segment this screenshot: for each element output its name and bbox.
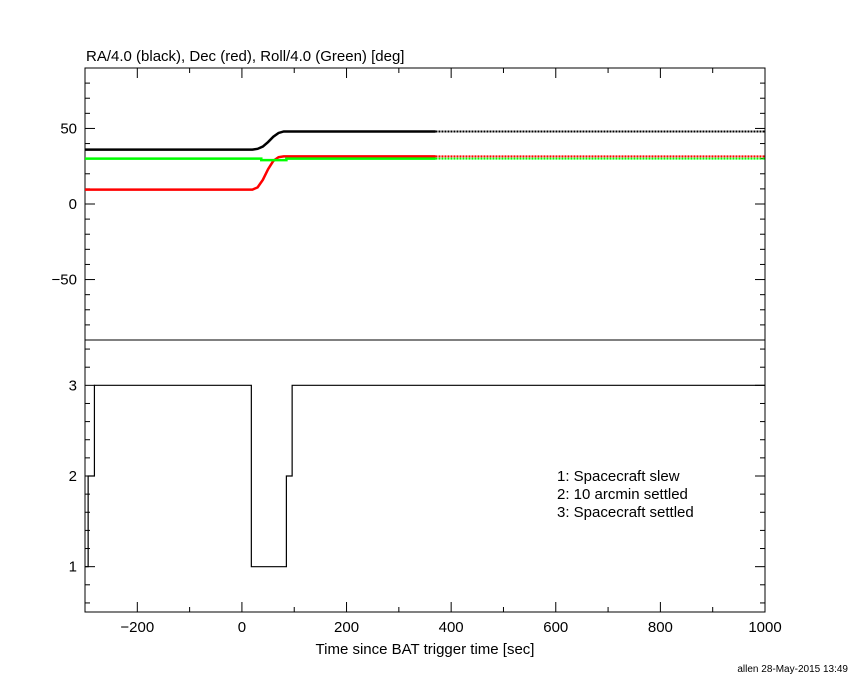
x-tick-label: 0: [238, 619, 246, 636]
x-tick-label: 400: [439, 619, 464, 636]
x-tick-label: 800: [648, 619, 673, 636]
y-tick-label: 50: [60, 120, 77, 137]
y-tick-label: 0: [69, 196, 77, 213]
x-tick-label: 200: [334, 619, 359, 636]
attitude-panel: 50 0 −50: [52, 67, 766, 341]
legend-note-3: 3: Spacecraft settled: [557, 504, 694, 521]
series-line-0: [85, 384, 765, 568]
legend-note-1: 1: Spacecraft slew: [557, 468, 680, 485]
footer-credit: allen 28-May-2015 13:49: [737, 664, 848, 675]
y-tick-label: −50: [52, 272, 77, 289]
x-tick-label: 600: [543, 619, 568, 636]
series-line-0: [85, 130, 436, 151]
settle-status-panel: 3 2 1 −200 0 200 400 600 800 1000: [69, 339, 782, 636]
x-tick-label: −200: [120, 619, 154, 636]
x-axis-label: Time since BAT trigger time [sec]: [316, 641, 535, 658]
y-tick-label: 3: [69, 377, 77, 394]
panel-frame: [84, 67, 766, 341]
y-tick-label: 1: [69, 559, 77, 576]
y-tick-label: 2: [69, 468, 77, 485]
legend-note-2: 2: 10 arcmin settled: [557, 486, 688, 503]
top-panel-title: RA/4.0 (black), Dec (red), Roll/4.0 (Gre…: [86, 48, 404, 65]
series-line-1: [85, 155, 436, 191]
x-tick-label: 1000: [748, 619, 781, 636]
series-line-2: [85, 157, 436, 162]
